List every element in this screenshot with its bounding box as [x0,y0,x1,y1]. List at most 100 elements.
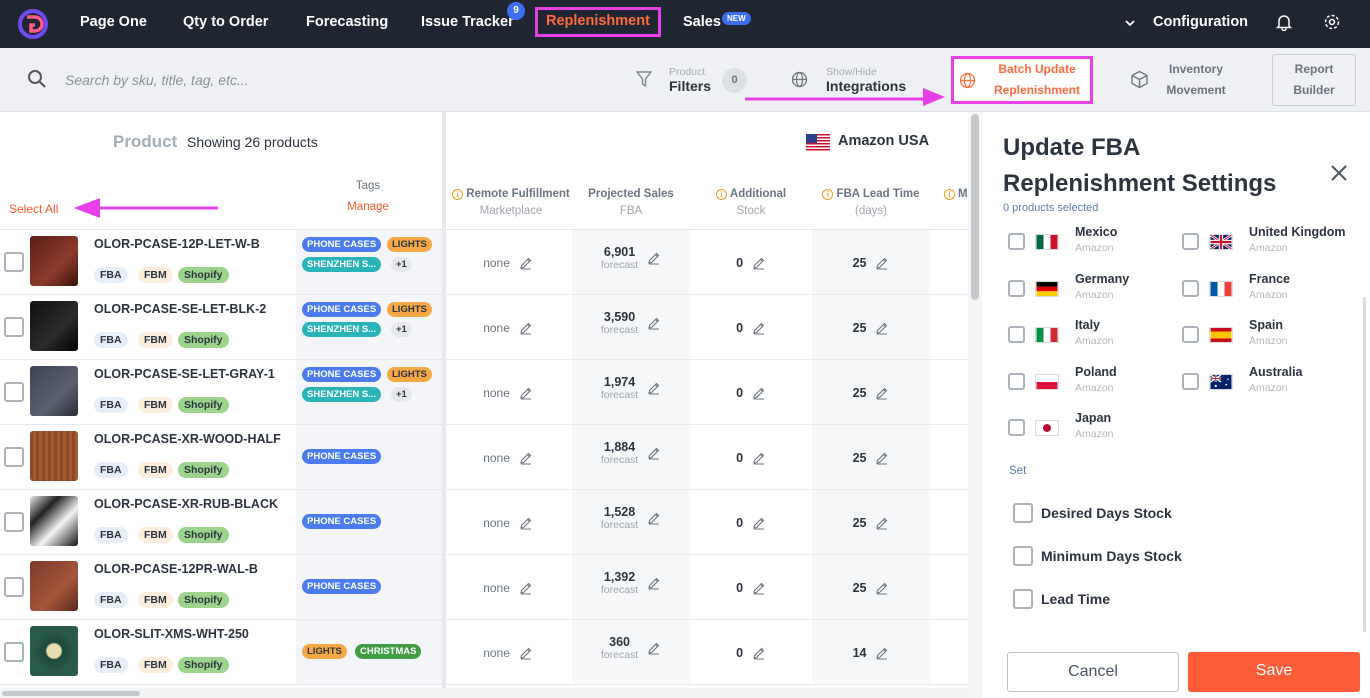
set-option[interactable]: Minimum Days Stock [1013,546,1233,568]
close-icon[interactable] [1330,164,1348,182]
set-option[interactable]: Lead Time [1013,589,1233,611]
integrations-button[interactable]: Show/Hide Integrations [826,66,906,94]
product-row[interactable]: OLOR-PCASE-XR-WOOD-HALF FBA FBM Shopify PHON… [0,425,442,490]
product-thumbnail[interactable] [30,626,78,676]
nav-configuration[interactable]: Configuration [1153,14,1249,30]
edit-icon[interactable] [875,256,889,270]
edit-icon[interactable] [519,386,533,400]
filters-button[interactable]: Product Filters [669,66,711,94]
batch-update-button[interactable]: Batch Update Replenishment [951,56,1093,104]
country-checkbox[interactable] [1008,233,1025,250]
remote-fulfillment-cell[interactable]: none [446,490,570,554]
set-option-checkbox[interactable] [1013,589,1033,609]
additional-stock-cell[interactable]: 0 [692,620,810,684]
product-row[interactable]: OLOR-SLIT-XMS-WHT-250 FBA FBM Shopify LIGHTS… [0,620,442,685]
tag-badge[interactable]: PHONE CASES [302,514,382,529]
horizontal-scrollbar[interactable] [0,688,968,698]
nav-sales[interactable]: Sales [683,14,721,30]
country-checkbox[interactable] [1182,372,1199,390]
row-checkbox[interactable] [4,577,24,597]
lead-time-cell[interactable]: 14 [812,620,930,684]
edit-icon[interactable] [647,316,661,330]
edit-icon[interactable] [647,511,661,525]
edit-icon[interactable] [752,321,766,335]
set-option-checkbox[interactable] [1013,503,1033,523]
row-checkbox[interactable] [4,252,24,272]
country-checkbox[interactable] [1008,372,1025,390]
nav-replenishment[interactable]: Replenishment [535,7,661,37]
gear-icon[interactable] [1323,13,1341,31]
tag-badge[interactable]: PHONE CASES [302,367,382,382]
edit-icon[interactable] [519,516,533,530]
remote-fulfillment-cell[interactable]: none [446,360,570,424]
product-thumbnail[interactable] [30,561,78,611]
product-sku[interactable]: OLOR-PCASE-12P-LET-W-B [94,237,260,251]
projected-sales-cell[interactable]: 1,528 forecast [572,490,690,554]
product-sku[interactable]: OLOR-PCASE-12PR-WAL-B [94,562,258,576]
product-row[interactable]: OLOR-PCASE-12P-LET-W-B FBA FBM Shopify PHONE… [0,230,442,295]
additional-stock-cell[interactable]: 0 [692,230,810,294]
country-option[interactable]: Germany Amazon [1007,271,1187,307]
edit-icon[interactable] [752,581,766,595]
projected-sales-cell[interactable]: 1,884 forecast [572,425,690,489]
tag-badge[interactable]: LIGHTS [302,644,347,659]
report-builder-button[interactable]: Report Builder [1272,54,1356,106]
search-input[interactable]: Search by sku, title, tag, etc... [65,72,249,88]
remote-fulfillment-cell[interactable]: none [446,295,570,359]
lead-time-cell[interactable]: 25 [812,230,930,294]
additional-stock-cell[interactable]: 0 [692,295,810,359]
row-checkbox[interactable] [4,642,24,662]
cancel-button[interactable]: Cancel [1007,652,1179,692]
additional-stock-cell[interactable]: 0 [692,360,810,424]
edit-icon[interactable] [647,251,661,265]
edit-icon[interactable] [647,381,661,395]
tag-badge[interactable]: +1 [391,387,412,402]
country-option[interactable]: Spain Amazon [1181,317,1361,353]
edit-icon[interactable] [752,516,766,530]
nav-qty-to-order[interactable]: Qty to Order [183,14,269,30]
tag-badge[interactable]: LIGHTS [387,302,432,317]
tag-badge[interactable]: +1 [391,257,412,272]
country-checkbox[interactable] [1008,326,1025,343]
lead-time-cell[interactable]: 25 [812,360,930,424]
lead-time-cell[interactable]: 25 [812,295,930,359]
country-checkbox[interactable] [1008,419,1025,436]
edit-icon[interactable] [875,516,889,530]
edit-icon[interactable] [647,446,661,460]
product-sku[interactable]: OLOR-PCASE-SE-LET-GRAY-1 [94,367,275,381]
remote-fulfillment-cell[interactable]: none [446,230,570,294]
product-row[interactable]: OLOR-PCASE-12PR-WAL-B FBA FBM Shopify PHONE … [0,555,442,620]
nav-page-one[interactable]: Page One [80,14,147,30]
edit-icon[interactable] [752,451,766,465]
additional-stock-cell[interactable]: 0 [692,555,810,619]
edit-icon[interactable] [875,581,889,595]
chevron-down-icon[interactable] [1124,17,1136,29]
tag-badge[interactable]: PHONE CASES [302,579,382,594]
edit-icon[interactable] [519,321,533,335]
product-sku[interactable]: OLOR-PCASE-SE-LET-BLK-2 [94,302,267,316]
projected-sales-cell[interactable]: 1,392 forecast [572,555,690,619]
table-scrollbar[interactable] [968,112,982,698]
nav-issue-tracker[interactable]: Issue Tracker [421,14,514,30]
row-checkbox[interactable] [4,317,24,337]
hscroll-thumb[interactable] [2,691,140,696]
tag-badge[interactable]: SHENZHEN S... [302,387,382,402]
tag-badge[interactable]: CHRISTMAS [355,644,422,659]
tag-badge[interactable]: LIGHTS [387,367,432,382]
edit-icon[interactable] [519,451,533,465]
product-thumbnail[interactable] [30,431,78,481]
product-row[interactable]: OLOR-PCASE-XR-RUB-BLACK FBA FBM Shopify PHON… [0,490,442,555]
panel-scrollbar[interactable] [1363,297,1366,632]
edit-icon[interactable] [875,646,889,660]
app-logo-icon[interactable] [18,9,48,39]
product-sku[interactable]: OLOR-PCASE-XR-RUB-BLACK [94,497,279,511]
product-row[interactable]: OLOR-PCASE-SE-LET-GRAY-1 FBA FBM Shopify PHO… [0,360,442,425]
edit-icon[interactable] [752,386,766,400]
tag-badge[interactable]: LIGHTS [387,237,432,252]
product-thumbnail[interactable] [30,236,78,286]
lead-time-cell[interactable]: 25 [812,490,930,554]
product-row[interactable]: OLOR-PCASE-SE-LET-BLK-2 FBA FBM Shopify PHON… [0,295,442,360]
lead-time-cell[interactable]: 25 [812,555,930,619]
country-option[interactable]: Poland Amazon [1007,364,1187,400]
product-sku[interactable]: OLOR-PCASE-XR-WOOD-HALF [94,432,281,446]
